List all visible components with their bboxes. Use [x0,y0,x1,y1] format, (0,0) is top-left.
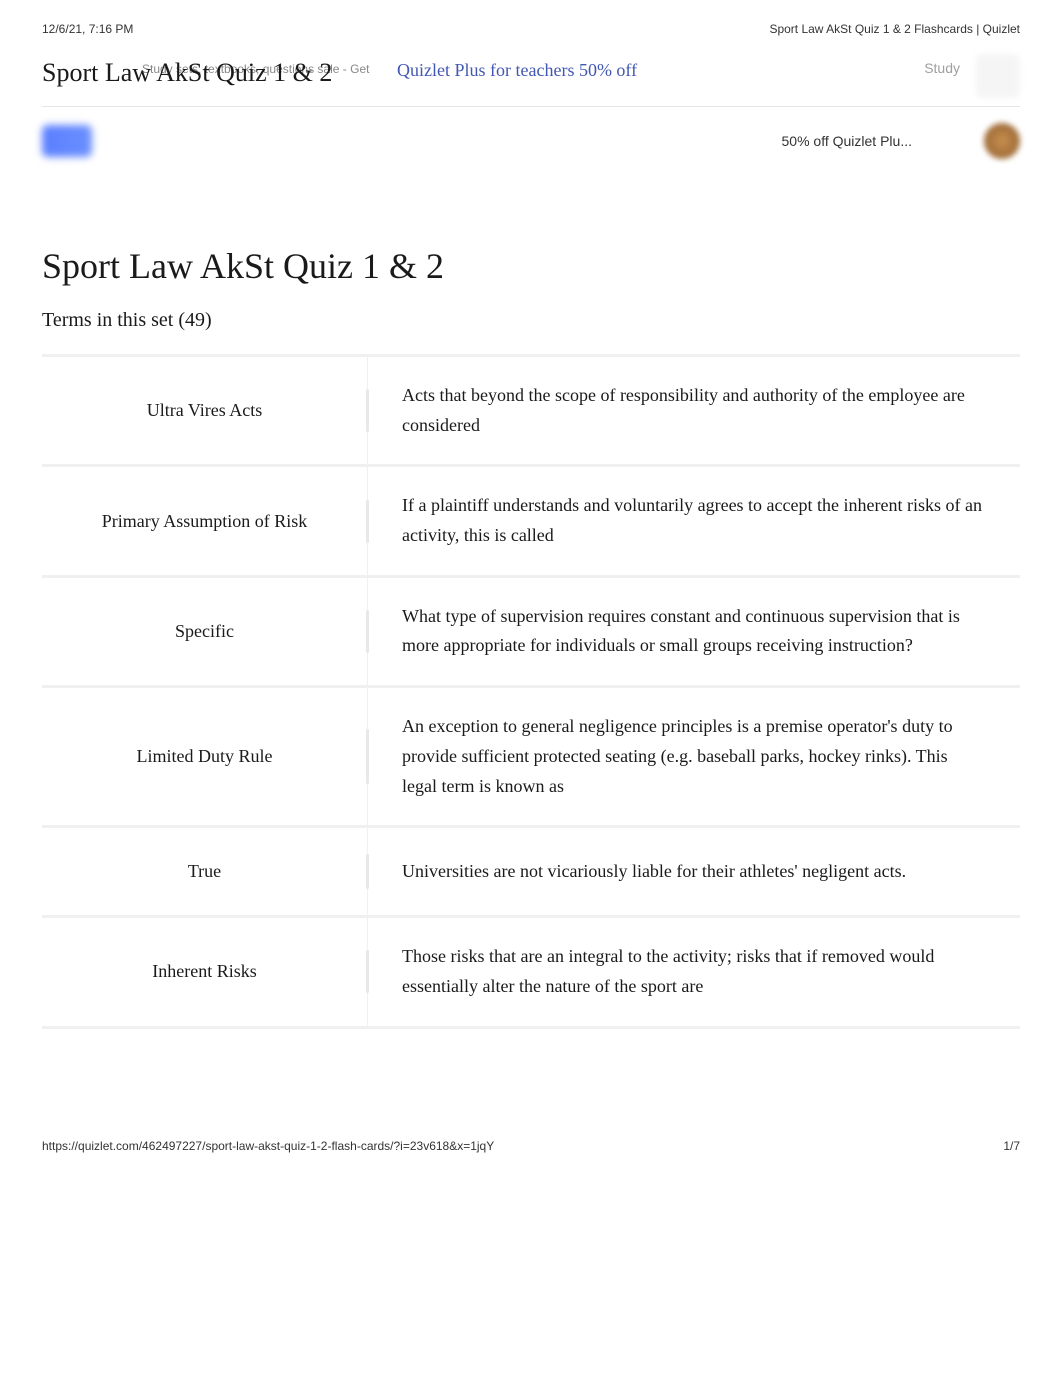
flashcard-row: Primary Assumption of Risk If a plaintif… [42,467,1020,577]
flashcard-list: Ultra Vires Acts Acts that beyond the sc… [42,354,1020,1029]
flashcard-row: True Universities are not vicariously li… [42,828,1020,918]
print-timestamp: 12/6/21, 7:16 PM [42,22,133,36]
flashcard-row: Limited Duty Rule An exception to genera… [42,688,1020,828]
avatar[interactable] [984,123,1020,159]
flashcard-row: Specific What type of supervision requir… [42,578,1020,688]
header-bar: Study sets, textbooks, questions sale - … [42,58,1020,107]
main-content: Sport Law AkSt Quiz 1 & 2 Terms in this … [0,175,1062,1029]
flashcard-row: Inherent Risks Those risks that are an i… [42,918,1020,1028]
flashcard-term[interactable]: Ultra Vires Acts [42,357,368,464]
flashcard-term[interactable]: True [42,828,368,915]
sub-header: 50% off Quizlet Plu... [42,107,1020,175]
flashcard-definition[interactable]: If a plaintiff understands and voluntari… [368,467,1020,574]
terms-count-label: Terms in this set (49) [42,309,1020,332]
flashcard-definition[interactable]: Those risks that are an integral to the … [368,918,1020,1025]
upgrade-badge[interactable] [42,125,92,157]
flashcard-term[interactable]: Specific [42,578,368,685]
flashcard-term[interactable]: Primary Assumption of Risk [42,467,368,574]
page-title: Sport Law AkSt Quiz 1 & 2 [42,245,1020,287]
footer-url: https://quizlet.com/462497227/sport-law-… [42,1139,494,1153]
flashcard-term[interactable]: Inherent Risks [42,918,368,1025]
flashcard-definition[interactable]: Acts that beyond the scope of responsibi… [368,357,1020,464]
print-page-header: Sport Law AkSt Quiz 1 & 2 Flashcards | Q… [769,22,1020,36]
footer-page-number: 1/7 [1003,1139,1020,1153]
flashcard-definition[interactable]: An exception to general negligence princ… [368,688,1020,825]
flashcard-term[interactable]: Limited Duty Rule [42,688,368,825]
print-footer: https://quizlet.com/462497227/sport-law-… [0,1029,1062,1181]
flashcard-definition[interactable]: Universities are not vicariously liable … [368,828,1020,915]
flashcard-definition[interactable]: What type of supervision requires consta… [368,578,1020,685]
flashcard-row: Ultra Vires Acts Acts that beyond the sc… [42,357,1020,467]
promo-text[interactable]: 50% off Quizlet Plu... [782,133,912,149]
quizlet-plus-link[interactable]: Quizlet Plus for teachers 50% off [397,60,637,81]
